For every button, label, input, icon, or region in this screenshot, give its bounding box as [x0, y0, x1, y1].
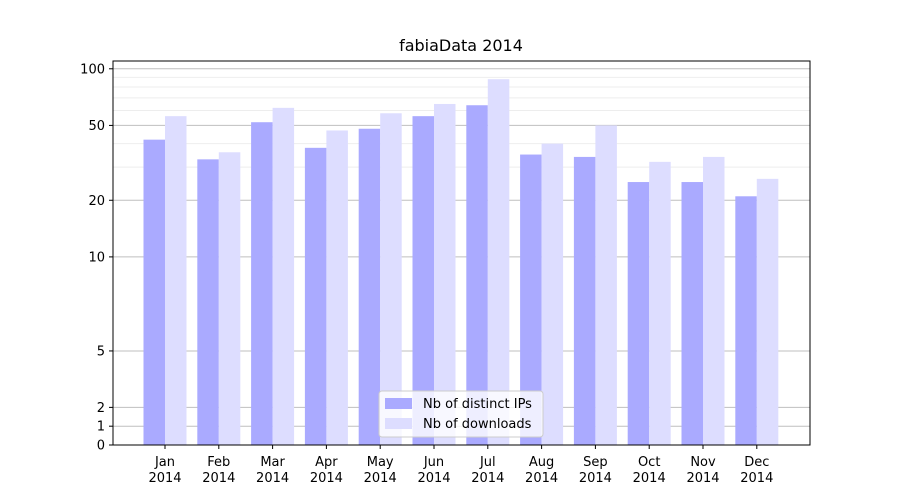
- bar-distinct-ips: [466, 105, 488, 446]
- legend-label: Nb of distinct IPs: [423, 397, 532, 412]
- x-tick-label: Dec 2014: [740, 455, 773, 486]
- bar-downloads: [326, 130, 348, 445]
- bar-downloads: [272, 107, 295, 445]
- legend-swatch: [385, 418, 412, 429]
- bar-distinct-ips: [573, 156, 596, 446]
- y-tick-label: 0: [97, 439, 105, 454]
- bar-distinct-ips: [627, 182, 650, 445]
- bar-distinct-ips: [412, 116, 434, 445]
- bar-distinct-ips: [520, 154, 542, 446]
- x-tick-label: Sep 2014: [579, 455, 612, 486]
- legend-swatch: [385, 398, 412, 409]
- bar-downloads: [380, 113, 402, 445]
- legend-frame: [378, 390, 544, 438]
- bar-downloads: [595, 125, 617, 446]
- bar-downloads: [541, 143, 564, 446]
- y-tick-label: 20: [88, 194, 105, 209]
- bar-distinct-ips: [251, 122, 273, 445]
- y-tick-label: 10: [88, 250, 105, 265]
- bar-downloads: [434, 103, 456, 446]
- bar-downloads: [165, 116, 187, 445]
- bar-downloads: [218, 152, 241, 446]
- x-tick-label: Jan 2014: [148, 455, 181, 486]
- bar-distinct-ips: [735, 196, 757, 445]
- bar-downloads: [649, 161, 671, 445]
- bar-distinct-ips: [304, 147, 327, 445]
- legend-label: Nb of downloads: [423, 417, 532, 432]
- x-tick-label: Jul 2014: [471, 455, 504, 486]
- legend: Nb of distinct IPs Nb of downloads: [378, 390, 544, 438]
- x-tick-label: Nov 2014: [686, 455, 719, 486]
- y-tick-label: 100: [80, 62, 105, 77]
- y-tick-label: 1: [97, 420, 105, 435]
- y-tick-label: 2: [97, 401, 105, 416]
- x-tick-label: Jun 2014: [417, 455, 450, 486]
- chart-title: fabiaData 2014: [399, 36, 523, 55]
- bar-downloads: [756, 178, 779, 445]
- y-tick-label: 5: [97, 344, 105, 359]
- x-tick-label: Apr 2014: [310, 455, 343, 486]
- plot-frame: [112, 60, 811, 446]
- x-tick-label: Aug 2014: [525, 455, 558, 486]
- x-tick-label: Feb 2014: [202, 455, 235, 486]
- bar-distinct-ips: [143, 139, 165, 446]
- y-tick-label: 50: [88, 119, 105, 134]
- bar-downloads: [487, 79, 510, 446]
- bar-distinct-ips: [681, 182, 703, 445]
- bar-distinct-ips: [358, 128, 381, 446]
- bar-distinct-ips: [197, 159, 219, 445]
- bar-downloads: [703, 156, 725, 446]
- bar-layer: [143, 79, 779, 446]
- axis-layer: 0 1 2 5 10 20 50 100 Jan 2014 Feb 2014 Mar 2014 Apr 201…: [80, 60, 811, 486]
- x-tick-label: May 2014: [364, 455, 397, 486]
- x-tick-label: Oct 2014: [633, 455, 666, 486]
- x-tick-label: Mar 2014: [256, 455, 289, 486]
